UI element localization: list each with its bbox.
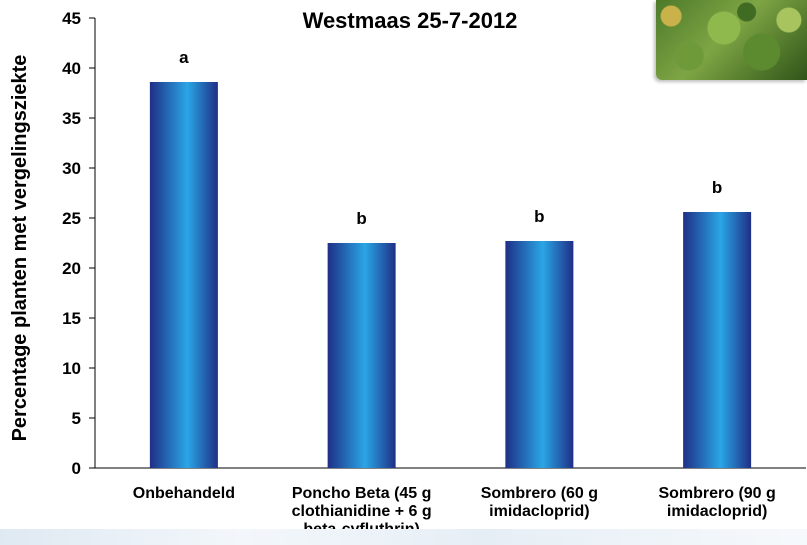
- y-tick-label: 15: [62, 309, 81, 328]
- y-axis-label: Percentage planten met vergelingsziekte: [9, 55, 31, 442]
- y-tick-label: 0: [72, 459, 81, 478]
- significance-letter: a: [179, 48, 189, 67]
- y-tick-label: 10: [62, 359, 81, 378]
- y-tick-label: 30: [62, 159, 81, 178]
- x-category-label: Onbehandeld: [133, 485, 235, 502]
- y-tick-label: 35: [62, 109, 81, 128]
- sugar-beet-leaves-photo: [656, 0, 807, 80]
- bar: [683, 212, 752, 468]
- significance-letter: b: [356, 209, 366, 228]
- y-tick-label: 5: [72, 409, 81, 428]
- x-category-label: Sombrero (60 g imidacloprid): [481, 485, 598, 520]
- y-tick-label: 40: [62, 59, 81, 78]
- bottom-strip: [0, 529, 807, 545]
- bar: [327, 243, 396, 468]
- significance-letter: b: [712, 178, 722, 197]
- chart-title: Westmaas 25-7-2012: [303, 8, 518, 33]
- bar: [505, 241, 574, 468]
- y-tick-label: 45: [62, 9, 81, 28]
- bar: [149, 82, 218, 468]
- significance-letter: b: [534, 207, 544, 226]
- y-tick-label: 20: [62, 259, 81, 278]
- x-category-label: Sombrero (90 g imidacloprid): [658, 485, 775, 520]
- bars: [149, 82, 752, 468]
- y-tick-label: 25: [62, 209, 81, 228]
